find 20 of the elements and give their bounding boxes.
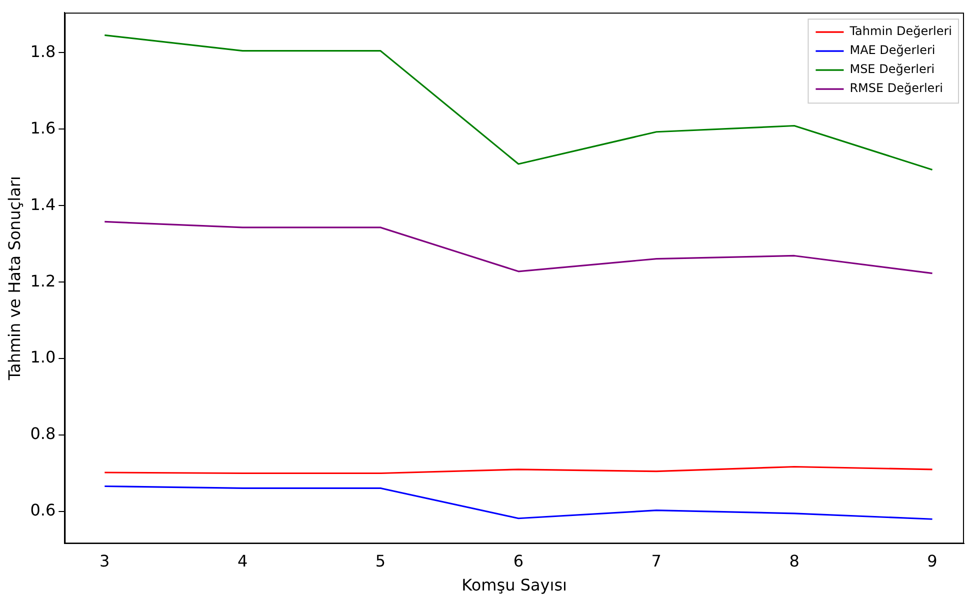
y-tick-label: 1.4 bbox=[30, 194, 56, 214]
x-tick-label: 4 bbox=[237, 551, 248, 570]
legend-label: MSE Değerleri bbox=[850, 62, 935, 76]
x-tick-label: 3 bbox=[100, 551, 110, 570]
y-tick-label: 1.2 bbox=[30, 271, 56, 290]
x-tick-label: 6 bbox=[513, 551, 524, 570]
y-tick-label: 0.8 bbox=[30, 424, 56, 444]
x-tick-label: 5 bbox=[375, 551, 386, 570]
y-tick-label: 1.0 bbox=[30, 348, 56, 367]
legend-label: Tahmin Değerleri bbox=[848, 24, 952, 38]
legend-label: RMSE Değerleri bbox=[850, 81, 943, 96]
y-axis-title: Tahmin ve Hata Sonuçları bbox=[4, 176, 24, 382]
x-tick-label: 7 bbox=[651, 551, 662, 570]
x-tick-label: 9 bbox=[927, 551, 938, 570]
x-tick-label: 8 bbox=[789, 551, 800, 570]
x-axis-title: Komşu Sayısı bbox=[462, 576, 567, 595]
legend-label: MAE Değerleri bbox=[850, 43, 936, 58]
y-tick-label: 0.6 bbox=[30, 500, 56, 520]
y-tick-label: 1.6 bbox=[30, 118, 56, 138]
y-tick-label: 1.8 bbox=[30, 42, 56, 61]
